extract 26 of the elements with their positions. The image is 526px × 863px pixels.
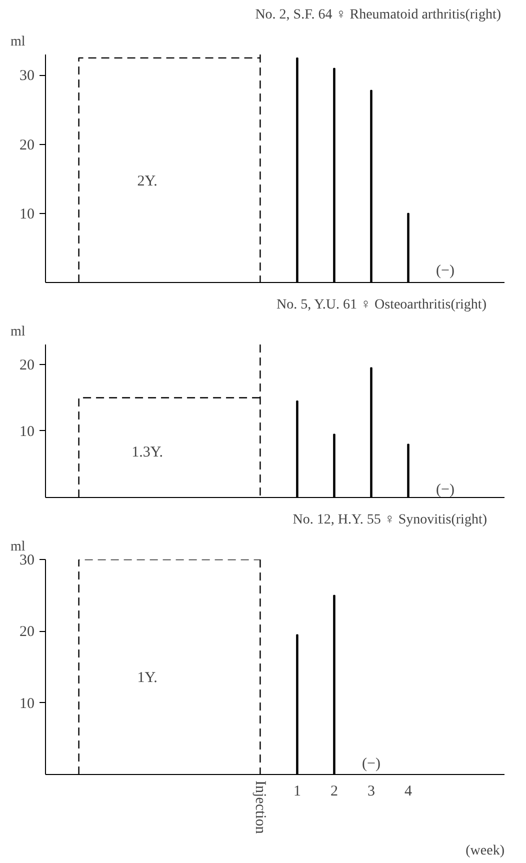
x-tick-label: 1 — [293, 784, 301, 800]
y-tick-label: 20 — [20, 624, 34, 640]
chart-title: No. 5, Y.U. 61 ♀ Osteoarthritis(right) — [276, 298, 487, 312]
y-tick-label: 30 — [20, 68, 34, 84]
y-axis-title: ml — [10, 34, 26, 50]
x-tick-label: 4 — [404, 784, 413, 800]
x-axis-title: (week) — [466, 844, 505, 858]
y-tick-label: 10 — [20, 206, 34, 222]
y-axis-title: ml — [10, 540, 26, 554]
y-tick-label: 10 — [20, 424, 34, 440]
annotation: 1Y. — [137, 670, 158, 686]
annotation: (−) — [436, 263, 455, 280]
ref-line-label: Injection — [252, 780, 268, 834]
y-tick-label: 20 — [20, 357, 34, 374]
y-axis-title: ml — [10, 324, 26, 340]
x-tick-label: 2 — [330, 784, 338, 800]
annotation: 1.3Y. — [132, 444, 163, 461]
annotation: 2Y. — [137, 173, 158, 190]
y-tick-label: 30 — [20, 552, 34, 568]
annotation: (−) — [362, 756, 380, 772]
annotation: (−) — [436, 482, 455, 498]
chart-title: No. 12, H.Y. 55 ♀ Synovitis(right) — [292, 512, 488, 528]
y-tick-label: 20 — [20, 137, 34, 154]
x-tick-label: 3 — [367, 784, 375, 800]
y-tick-label: 10 — [20, 696, 34, 712]
chart-title: No. 2, S.F. 64 ♀ Rheumatoid arthritis(right) — [255, 8, 502, 22]
